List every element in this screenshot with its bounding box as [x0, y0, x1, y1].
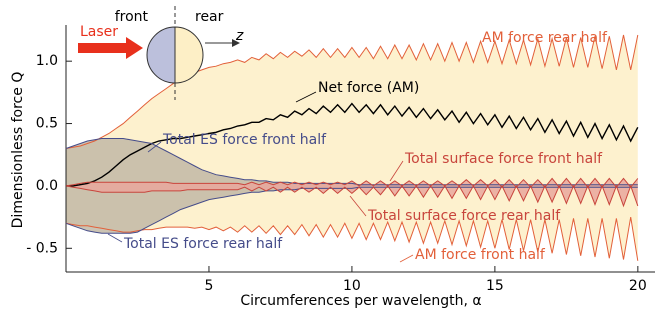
- x-tick-label: 20: [629, 278, 647, 294]
- y-tick-label: - 0.5: [26, 240, 58, 256]
- front-label: front: [115, 9, 149, 25]
- y-axis-label: Dimensionless force Q: [10, 72, 26, 229]
- series-label: Total surface force front half: [404, 151, 603, 167]
- series-label: AM force front half: [415, 247, 546, 263]
- series-label: Net force (AM): [318, 80, 419, 96]
- laser-label: Laser: [80, 24, 118, 40]
- laser-arrow: [78, 37, 143, 59]
- series-label: Total ES force rear half: [123, 236, 283, 252]
- z-label: z: [235, 28, 244, 44]
- leader-line: [108, 234, 122, 242]
- rear-label: rear: [195, 9, 224, 25]
- page: - 0.5 0.0 0.5 1.0 5 10 15 20 AM force rear half A…: [0, 0, 667, 316]
- front-half: [147, 27, 175, 83]
- series-label: AM force rear half: [482, 30, 608, 46]
- chart: - 0.5 0.0 0.5 1.0 5 10 15 20 AM force rear half A…: [0, 0, 667, 316]
- x-tick-label: 15: [486, 278, 504, 294]
- y-tick-label: 0.0: [36, 178, 58, 194]
- series-label: Total ES force front half: [162, 132, 327, 148]
- series-label: Total surface force rear half: [367, 208, 561, 224]
- plot-area: - 0.5 0.0 0.5 1.0 5 10 15 20 AM force rear half A…: [26, 25, 655, 294]
- x-tick-label: 5: [205, 278, 214, 294]
- y-tick-label: 1.0: [36, 53, 58, 69]
- x-axis-label: Circumferences per wavelength, α: [240, 293, 481, 309]
- y-tick-label: 0.5: [36, 116, 58, 132]
- leader-line: [400, 255, 413, 262]
- x-tick-label: 10: [343, 278, 361, 294]
